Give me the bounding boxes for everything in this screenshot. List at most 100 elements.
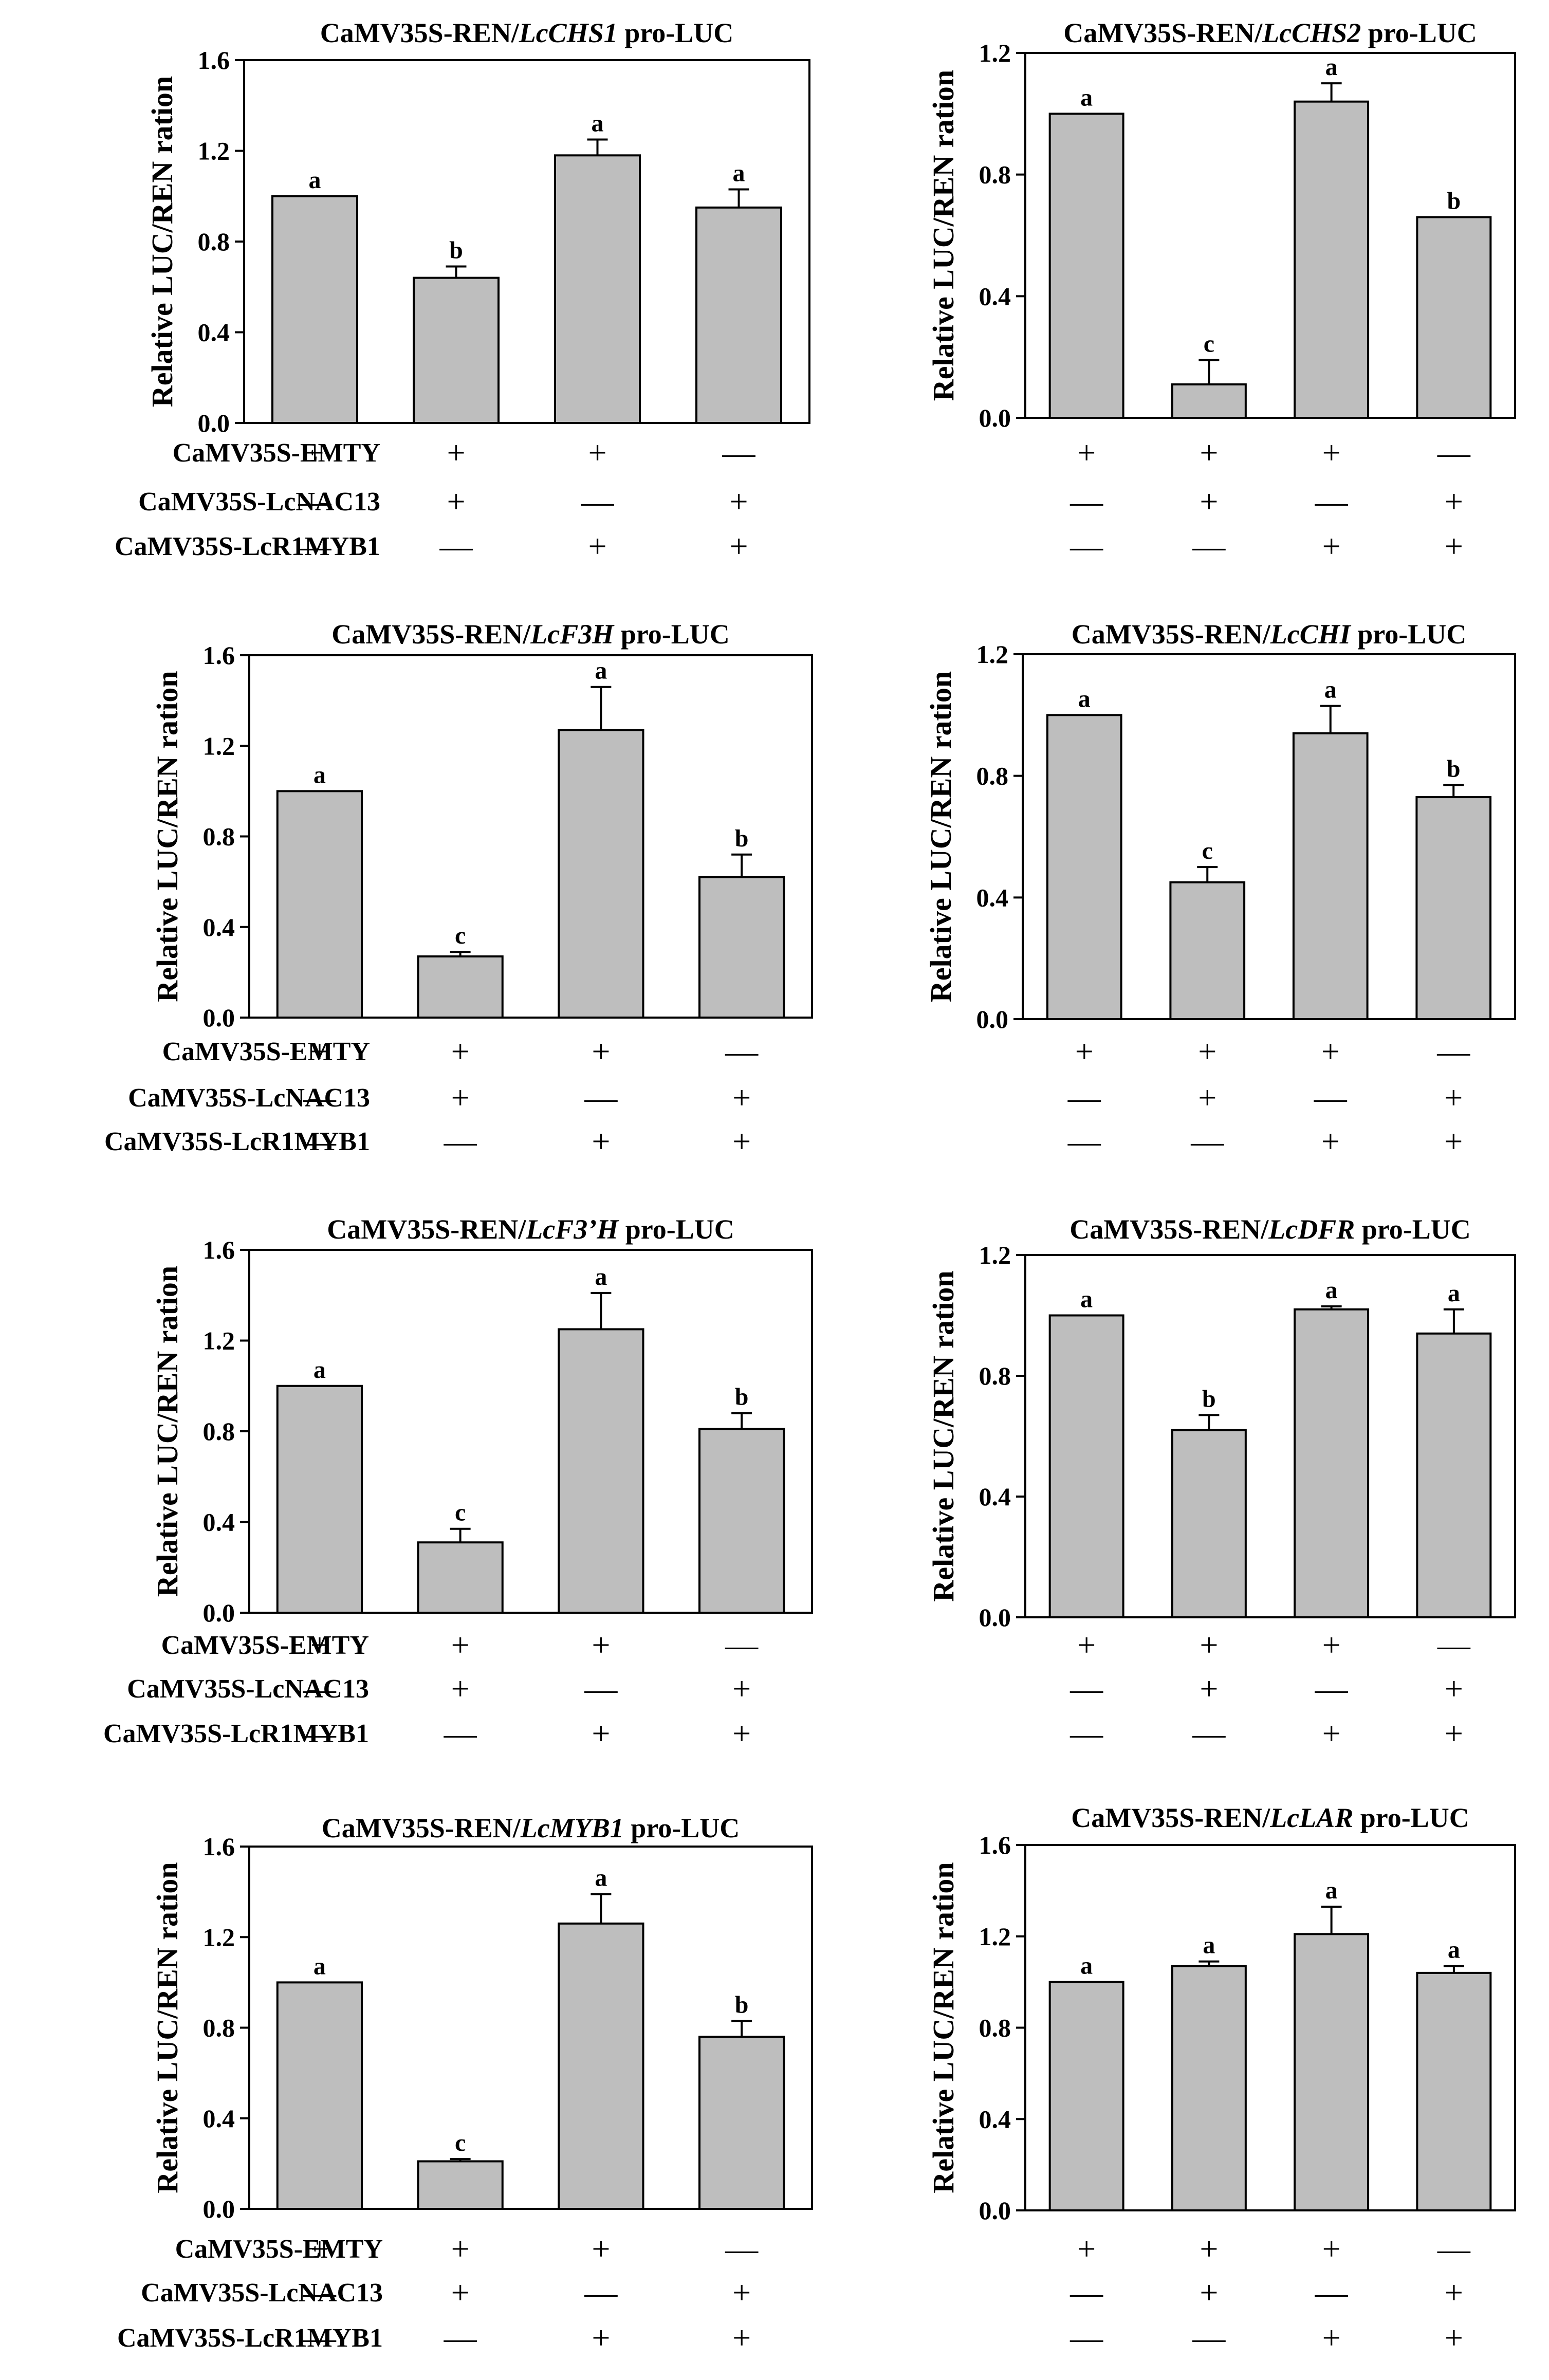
y-tick-label: 1.2 [979, 39, 1011, 67]
chart-panel-5: 0.0 0.4 0.8 1.2 1.6 Relative LUC/REN ration Ca… [103, 1214, 813, 1751]
bar [1294, 1308, 1370, 1618]
y-axis-label: Relative LUC/REN ration [924, 671, 957, 1002]
y-tick-label: 0.4 [203, 2104, 235, 2133]
y-axis-label: Relative LUC/REN ration [927, 1270, 960, 1601]
significance-letter: a [309, 167, 321, 194]
treatment-symbol: — [444, 2319, 477, 2356]
bar [698, 2036, 785, 2210]
treatment-symbol: + [1198, 1079, 1216, 1116]
y-tick-label: 0.0 [203, 1598, 235, 1627]
y-tick-label: 0.0 [203, 2194, 235, 2223]
treatment-symbol: — [1190, 1123, 1224, 1159]
y-tick-label: 0.4 [203, 913, 235, 942]
treatment-symbol: + [1198, 1033, 1216, 1069]
significance-letter: a [595, 1263, 607, 1290]
treatment-symbol: + [1077, 1627, 1096, 1663]
treatment-symbol: — [303, 1715, 337, 1751]
bar [1415, 796, 1492, 1021]
y-tick-label: 0.8 [203, 1417, 235, 1446]
bar [276, 1385, 363, 1614]
treatment-row-label: CaMV35S-LcR1MYB1 [117, 2323, 383, 2353]
treatment-symbol: — [1069, 528, 1103, 564]
treatment-symbol: + [592, 1715, 610, 1751]
y-axis-label: Relative LUC/REN ration [927, 70, 960, 401]
treatment-symbol: — [1437, 2230, 1471, 2267]
treatment-symbol: + [1200, 1627, 1218, 1663]
y-tick-label: 0.8 [979, 1361, 1011, 1390]
treatment-symbol: — [1067, 1079, 1101, 1116]
treatment-symbol: + [310, 1627, 329, 1663]
treatment-symbol: + [1322, 1715, 1341, 1751]
bar [276, 790, 363, 1019]
bar [1046, 714, 1122, 1021]
treatment-symbol: + [1075, 1033, 1094, 1069]
bar [1171, 383, 1247, 419]
significance-letter: a [1324, 676, 1337, 704]
treatment-symbol: + [1445, 2319, 1463, 2356]
bar [1294, 1933, 1370, 2211]
treatment-row-label: CaMV35S-LcNAC13 [141, 2278, 383, 2308]
bar [1169, 881, 1246, 1020]
treatment-symbol: + [447, 483, 465, 520]
y-tick-label: 0.0 [203, 1003, 235, 1032]
significance-letter: b [1447, 188, 1461, 215]
treatment-symbol: + [1445, 528, 1463, 564]
treatment-symbol: + [1445, 2274, 1463, 2311]
treatment-symbol: + [1200, 2230, 1218, 2267]
significance-letter: c [455, 1499, 466, 1526]
treatment-symbol: + [1444, 1079, 1463, 1116]
significance-letter: a [314, 1356, 326, 1383]
y-tick-label: 0.0 [979, 2196, 1011, 2225]
bar [698, 1428, 785, 1614]
bar [271, 195, 358, 424]
treatment-row-label: CaMV35S-LcR1MYB1 [104, 1127, 370, 1156]
treatment-symbol: + [1444, 1123, 1463, 1159]
y-tick-label: 1.2 [976, 640, 1009, 669]
treatment-symbol: — [298, 483, 332, 520]
chart-title: CaMV35S-REN/LcCHI pro-LUC [1072, 619, 1467, 650]
treatment-symbol: + [588, 434, 606, 471]
significance-letter: a [595, 657, 607, 685]
significance-letter: a [1325, 53, 1338, 81]
treatment-symbol: + [732, 1715, 751, 1751]
significance-letter: c [1202, 837, 1213, 864]
bar [276, 1981, 363, 2210]
significance-letter: a [595, 1865, 607, 1892]
treatment-symbol: + [1077, 2230, 1096, 2267]
bar [1048, 1314, 1124, 1618]
chart-panel-6: 0.0 0.4 0.8 1.2 Relative LUC/REN ration CaMV3… [927, 1214, 1516, 1751]
treatment-row-label: CaMV35S-EMTY [162, 1037, 370, 1066]
treatment-symbol: + [1200, 2274, 1218, 2311]
treatment-symbol: + [592, 2230, 610, 2267]
chart-panel-4: 0.0 0.4 0.8 1.2 Relative LUC/REN ration CaMV3… [924, 619, 1516, 1159]
treatment-symbol: — [444, 1715, 477, 1751]
y-axis-label: Relative LUC/REN ration [151, 671, 184, 1002]
significance-letter: a [1203, 1932, 1215, 1959]
y-tick-label: 1.2 [203, 1923, 235, 1951]
treatment-symbol: — [303, 1079, 337, 1116]
treatment-symbol: — [1192, 1715, 1226, 1751]
chart-panel-2: 0.0 0.4 0.8 1.2 Relative LUC/REN ration CaMV3… [927, 17, 1516, 564]
treatment-symbol: — [1069, 2274, 1103, 2311]
significance-letter: a [314, 761, 326, 788]
treatment-symbol: + [1200, 434, 1218, 471]
treatment-symbol: — [1436, 1033, 1470, 1069]
y-tick-label: 0.4 [979, 1482, 1011, 1511]
y-tick-label: 0.4 [198, 318, 230, 347]
significance-letter: a [733, 160, 745, 187]
treatment-row-label: CaMV35S-LcR1MYB1 [115, 532, 380, 561]
treatment-symbol: — [1315, 1670, 1349, 1707]
treatment-row-label: CaMV35S-LcNAC13 [138, 487, 380, 516]
chart-title: CaMV35S-REN/LcF3H pro-LUC [331, 619, 730, 650]
y-tick-label: 0.0 [976, 1005, 1009, 1034]
y-tick-label: 0.0 [979, 1603, 1011, 1632]
treatment-row-label: CaMV35S-EMTY [173, 438, 380, 468]
treatment-symbol: + [1322, 2319, 1341, 2356]
bar [558, 1922, 644, 2210]
bar [1416, 216, 1492, 419]
treatment-row-label: CaMV35S-LcNAC13 [128, 1083, 370, 1113]
significance-letter: a [1080, 1952, 1093, 1980]
bar [1416, 1971, 1492, 2212]
treatment-symbol: + [1321, 1123, 1340, 1159]
treatment-symbol: — [1315, 2274, 1349, 2311]
